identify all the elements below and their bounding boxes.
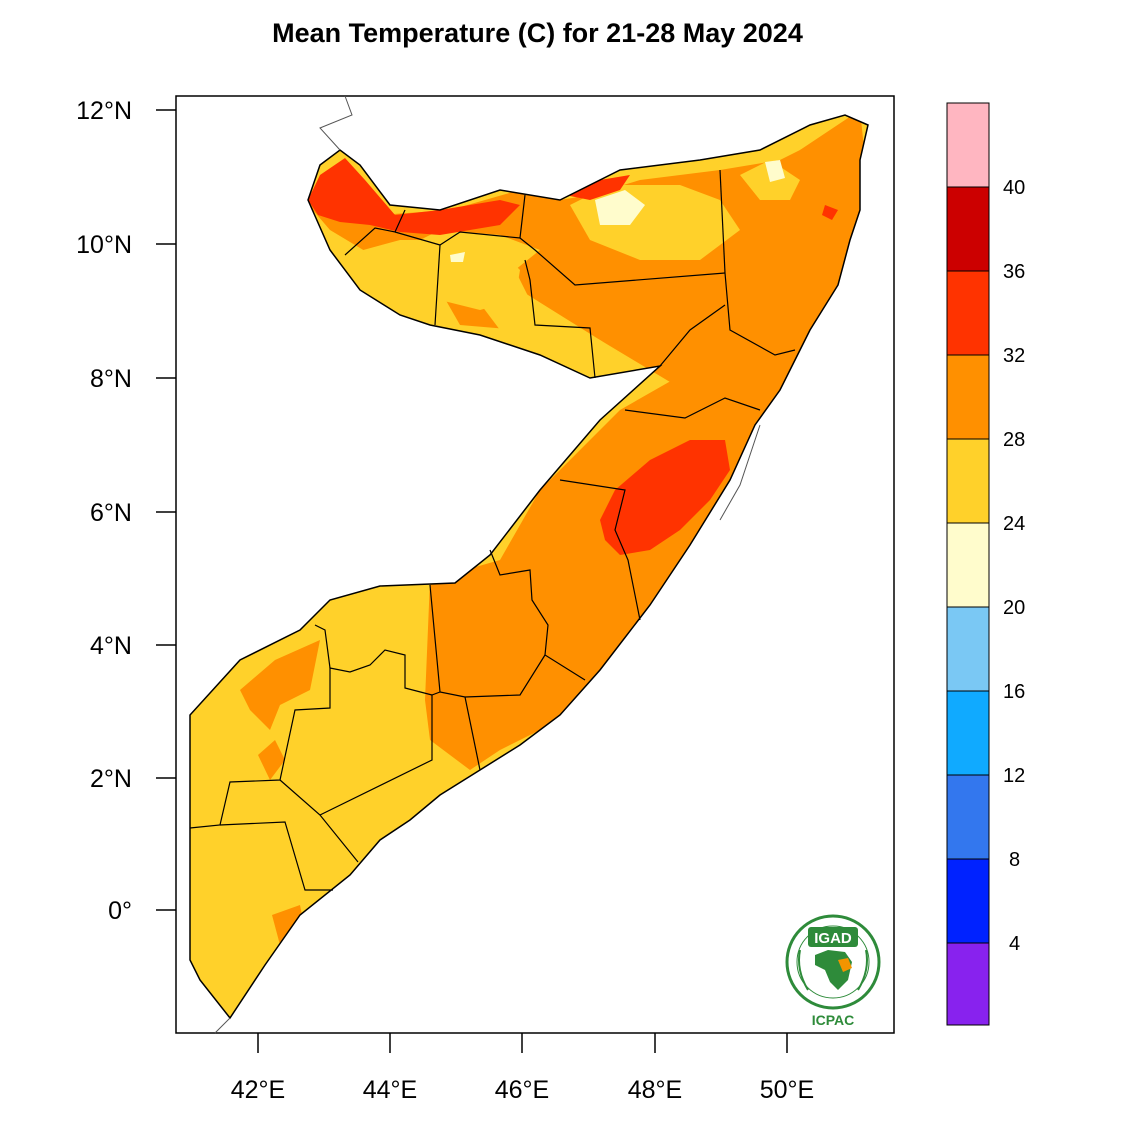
- colorbar-swatch-16-20: [946, 606, 990, 692]
- logo-laurel-icon: [798, 949, 868, 991]
- temp-region-28-32-southwest: [240, 640, 320, 730]
- colorbar-label-24: 24: [1003, 513, 1025, 535]
- temp-region-28-32-small: [258, 740, 285, 780]
- colorbar-swatch-24-28: [946, 438, 990, 524]
- temp-region-32-36-north-spot: [565, 175, 630, 200]
- logo-banner: [808, 927, 858, 947]
- temp-region-32-36-central: [600, 440, 730, 555]
- colorbar-label-8: 8: [1009, 849, 1020, 871]
- lon-label-46e: 46°E: [495, 1076, 549, 1104]
- colorbar-swatch-32-36: [946, 270, 990, 356]
- temp-region-20-24-spot3: [450, 252, 465, 262]
- temp-region-32-36-east-spot: [822, 205, 838, 220]
- colorbar-label-32: 32: [1003, 345, 1025, 367]
- colorbar-label-40: 40: [1003, 177, 1025, 199]
- lon-label-48e: 48°E: [628, 1076, 682, 1104]
- colorbar-label-16: 16: [1003, 681, 1025, 703]
- colorbar-swatch-below-4: [946, 942, 990, 1026]
- colorbar-swatch-4-8: [946, 858, 990, 944]
- colorbar-swatch-28-32: [946, 354, 990, 440]
- temp-region-32-36-north-coast: [308, 158, 520, 235]
- temp-region-28-32-coast: [272, 905, 305, 945]
- temp-region-20-24-spot2: [765, 160, 785, 182]
- lat-label-8n: 8°N: [90, 365, 132, 393]
- logo-bottom-text: ICPAC: [812, 1012, 855, 1028]
- colorbar-label-36: 36: [1003, 261, 1025, 283]
- logo-inner-ring: [796, 925, 870, 999]
- temp-region-28-32-north: [300, 120, 860, 400]
- colorbar: [946, 102, 990, 1026]
- lat-label-0: 0°: [108, 897, 132, 925]
- colorbar-swatch-20-24: [946, 522, 990, 608]
- lon-label-42e: 42°E: [231, 1076, 285, 1104]
- lat-label-6n: 6°N: [90, 499, 132, 527]
- lon-label-50e: 50°E: [760, 1076, 814, 1104]
- lat-label-2n: 2°N: [90, 765, 132, 793]
- somalia-border: [189, 114, 869, 1020]
- logo-top-text: IGAD: [814, 930, 852, 947]
- logo-accent-icon: [838, 958, 852, 972]
- lat-label-10n: 10°N: [76, 231, 132, 259]
- page-title: Mean Temperature (C) for 21-28 May 2024: [272, 18, 803, 48]
- colorbar-swatch-36-40: [946, 186, 990, 272]
- colorbar-label-4: 4: [1009, 933, 1020, 955]
- lat-label-12n: 12°N: [76, 97, 132, 125]
- temp-region-20-24-spot1: [595, 190, 645, 225]
- temp-region-24-28-central-north: [470, 290, 630, 368]
- colorbar-label-12: 12: [1003, 765, 1025, 787]
- colorbar-swatch-8-12: [946, 774, 990, 860]
- region-boundaries: [189, 169, 796, 891]
- neighbor-borders: [214, 95, 761, 1034]
- colorbar-label-20: 20: [1003, 597, 1025, 619]
- lat-label-4n: 4°N: [90, 632, 132, 660]
- colorbar-swatch-12-16: [946, 690, 990, 776]
- colorbar-label-28: 28: [1003, 429, 1025, 451]
- axis-ticks: [156, 109, 788, 1053]
- lon-label-44e: 44°E: [363, 1076, 417, 1104]
- igad-icpac-logo: IGAD ICPAC: [785, 914, 881, 1028]
- colorbar-swatch-above-40: [946, 102, 990, 188]
